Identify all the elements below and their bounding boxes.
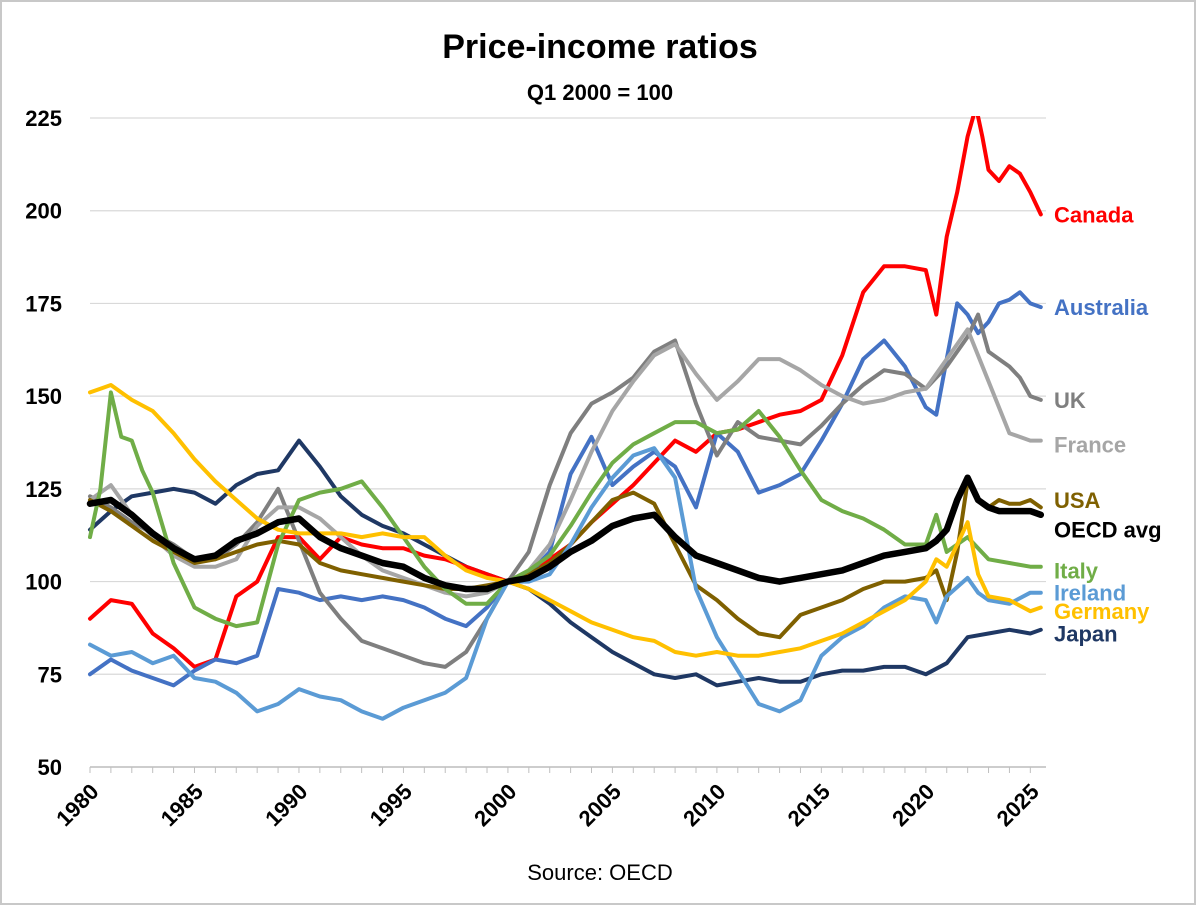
x-tick-label: 2000: [469, 779, 521, 831]
y-tick-label: 150: [25, 384, 62, 409]
series-line-germany: [88, 383, 1043, 658]
x-tick-label: 1985: [156, 779, 208, 831]
y-tick-label: 125: [25, 477, 62, 502]
y-tick-label: 100: [25, 570, 62, 595]
x-tick-label: 1990: [260, 779, 312, 831]
x-tick-label: 2025: [992, 779, 1044, 831]
series-line-ireland: [88, 446, 1043, 721]
x-tick-label: 1980: [51, 779, 103, 831]
series-line-canada: [88, 116, 1043, 669]
series-label-australia: Australia: [1054, 295, 1149, 320]
series-label-germany: Germany: [1054, 599, 1150, 624]
chart-title: Price-income ratios: [442, 28, 758, 66]
series-label-italy: Italy: [1054, 558, 1099, 583]
y-tick-label: 75: [38, 662, 62, 687]
series-label-ireland: Ireland: [1054, 581, 1126, 606]
series-line-uk: [88, 312, 1043, 669]
source-note: Source: OECD: [527, 860, 673, 885]
x-tick-label: 2010: [678, 779, 730, 831]
x-tick-label: 2005: [574, 779, 626, 831]
series-line-italy: [88, 390, 1043, 629]
series-line-oecd-avg: [86, 474, 1045, 593]
chart-subtitle: Q1 2000 = 100: [526, 80, 674, 105]
series-label-canada: Canada: [1054, 202, 1134, 227]
y-tick-label: 175: [25, 291, 62, 316]
series-labels: Canada Australia UK France USA OECD avg ItalyI…: [1054, 202, 1162, 646]
series-label-japan: Japan: [1054, 621, 1118, 646]
series-label-uk: UK: [1054, 388, 1086, 413]
series-label-oecd-avg: OECD avg: [1054, 518, 1162, 543]
x-tick-label: 1995: [365, 779, 417, 831]
series-line-usa: [88, 479, 1043, 640]
series-line-australia: [88, 290, 1043, 688]
x-tick-label: 2020: [887, 779, 939, 831]
y-tick-label: 50: [38, 755, 62, 780]
series-label-france: France: [1054, 432, 1126, 457]
y-tick-label: 200: [25, 199, 62, 224]
series-line-japan: [88, 438, 1043, 688]
series-label-usa: USA: [1054, 488, 1101, 513]
y-tick-label: 225: [25, 106, 62, 131]
x-tick-label: 2015: [783, 779, 835, 831]
series-lines: [86, 116, 1045, 721]
